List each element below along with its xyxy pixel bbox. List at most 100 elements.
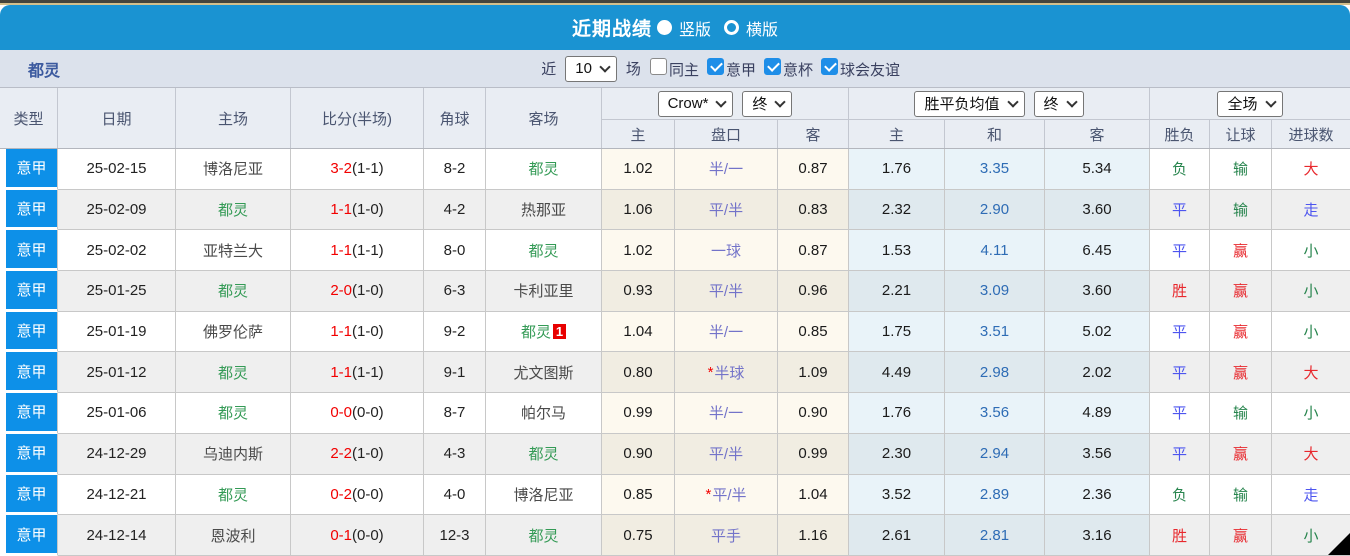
league-cell: 意甲 (0, 393, 58, 434)
halftime-score: (1-0) (352, 445, 384, 463)
avg-draw-cell: 2.89 (945, 474, 1045, 516)
halftime-score: (1-0) (352, 282, 384, 300)
radio-vertical-label[interactable]: 竖版 (678, 21, 711, 39)
scope-select[interactable]: 全场 (1217, 90, 1283, 117)
col-header-type: 类型 (0, 88, 58, 148)
handicap-cell: 半/一 (675, 311, 778, 353)
top-border-dark (0, 0, 1350, 3)
chevron-down-icon (774, 95, 787, 108)
company-select[interactable]: Crow* (657, 90, 734, 117)
subheader-odds-away: 客 (778, 119, 849, 148)
avg-away-cell: 3.60 (1045, 271, 1150, 312)
avg-select[interactable]: 胜平负均值 (914, 90, 1025, 117)
away-team-cell: 都灵 1 (486, 311, 602, 353)
league-badge: 意甲 (6, 271, 57, 309)
date-cell: 25-01-06 (58, 393, 176, 434)
chevron-down-icon (599, 60, 611, 73)
subheader-avg-home: 主 (849, 119, 945, 148)
avg-home-cell: 1.76 (849, 393, 945, 434)
top-border-tan (0, 3, 1350, 5)
avg-home-cell: 1.76 (849, 149, 945, 190)
match-count-select[interactable]: 10 (565, 55, 617, 82)
red-card-badge: 1 (553, 324, 566, 340)
odds-away-cell: 0.96 (778, 271, 849, 312)
avg-select-value: 胜平负均值 (924, 96, 1000, 113)
near-label: 近 (541, 61, 557, 78)
subheader-goals: 进球数 (1272, 119, 1350, 148)
avg-home-cell: 2.21 (849, 271, 945, 312)
halftime-score: (0-0) (352, 404, 384, 422)
league-badge: 意甲 (6, 433, 57, 472)
score-cell: 0-2 (0-0) (291, 474, 424, 516)
table-row: 意甲 24-12-14 恩波利 0-1 (0-0) 12-3 都灵 0.75 平手 1.16 2.6… (0, 515, 1350, 556)
avg-draw-cell: 2.90 (945, 189, 1045, 231)
checkbox-2[interactable] (706, 57, 724, 75)
radio-vertical[interactable] (656, 20, 672, 35)
result-cell: 负 (1150, 474, 1210, 516)
home-team-cell: 都灵 (176, 352, 291, 394)
avg-away-cell: 6.45 (1045, 230, 1150, 272)
avg-home-cell: 4.49 (849, 352, 945, 394)
goals-result-cell: 小 (1272, 230, 1350, 272)
odds-away-cell: 0.87 (778, 230, 849, 272)
checkbox-label: 意甲 (725, 61, 756, 79)
handicap-cell: * 半球 (675, 352, 778, 394)
checkbox-4[interactable] (820, 57, 838, 75)
avg-home-cell: 1.75 (849, 311, 945, 353)
goals-result-cell: 大 (1272, 149, 1350, 190)
asterisk-icon: * (705, 485, 712, 503)
score-cell: 0-1 (0-0) (291, 515, 424, 556)
fulltime-score: 0-2 (330, 485, 352, 503)
odds-final-select[interactable]: 终 (742, 90, 793, 117)
away-team-cell: 热那亚 (486, 189, 602, 231)
league-badge: 意甲 (6, 474, 57, 513)
halftime-score: (1-1) (352, 363, 384, 381)
score-cell: 1-1 (1-1) (291, 352, 424, 394)
date-cell: 25-02-15 (58, 149, 176, 190)
odds-away-cell: 1.04 (778, 474, 849, 516)
date-cell: 24-12-14 (58, 515, 176, 556)
result-cell: 平 (1150, 393, 1210, 434)
date-cell: 25-02-09 (58, 189, 176, 231)
score-cell: 2-2 (1-0) (291, 433, 424, 475)
filter-bar: 都灵 近 10 场 同主 意甲 意杯 球会友谊 (0, 50, 1350, 88)
odds-home-cell: 1.06 (602, 189, 675, 231)
odds-home-cell: 0.93 (602, 271, 675, 312)
league-badge: 意甲 (6, 189, 57, 228)
radio-horizontal-label[interactable]: 横版 (746, 21, 779, 39)
away-team-cell: 都灵 (486, 515, 602, 556)
fulltime-score: 1-1 (330, 323, 352, 341)
checkbox-label: 球会友谊 (839, 61, 900, 79)
avg-away-cell: 5.02 (1045, 311, 1150, 353)
avg-final-select[interactable]: 终 (1033, 90, 1084, 117)
radio-horizontal[interactable] (724, 20, 739, 35)
subheader-result: 胜负 (1150, 119, 1210, 148)
fulltime-score: 1-1 (330, 363, 352, 381)
col-header-away: 客场 (486, 88, 602, 148)
handicap-cell: 平/半 (675, 189, 778, 231)
date-cell: 24-12-21 (58, 474, 176, 516)
home-team-cell: 佛罗伦萨 (176, 311, 291, 353)
away-team-cell: 都灵 (486, 433, 602, 475)
avg-group-header: 胜平负均值 终 (849, 88, 1150, 119)
home-team-cell: 亚特兰大 (176, 230, 291, 272)
subheader-handicap-result: 让球 (1210, 119, 1272, 148)
corners-cell: 12-3 (424, 515, 486, 556)
away-team-cell: 都灵 (486, 149, 602, 190)
fulltime-score: 1-1 (330, 241, 352, 259)
handicap-cell: * 平/半 (675, 474, 778, 516)
table-row: 意甲 25-01-25 都灵 2-0 (1-0) 6-3 卡利亚里 0.93 平/半 0.96 2.… (0, 271, 1350, 312)
score-cell: 1-1 (1-1) (291, 230, 424, 272)
avg-draw-cell: 3.09 (945, 271, 1045, 312)
handicap-result-cell: 输 (1210, 393, 1272, 434)
checkbox-1[interactable] (649, 57, 667, 75)
handicap-result-cell: 赢 (1210, 433, 1272, 475)
handicap-cell: 半/一 (675, 393, 778, 434)
subheader-odds-home: 主 (602, 119, 675, 148)
checkbox-3[interactable] (763, 57, 781, 75)
odds-away-cell: 0.87 (778, 149, 849, 190)
table-row: 意甲 24-12-21 都灵 0-2 (0-0) 4-0 博洛尼亚 0.85 * 平/半 1.04 3… (0, 474, 1350, 516)
league-cell: 意甲 (0, 352, 58, 394)
odds-away-cell: 1.09 (778, 352, 849, 394)
avg-draw-cell: 3.51 (945, 311, 1045, 353)
